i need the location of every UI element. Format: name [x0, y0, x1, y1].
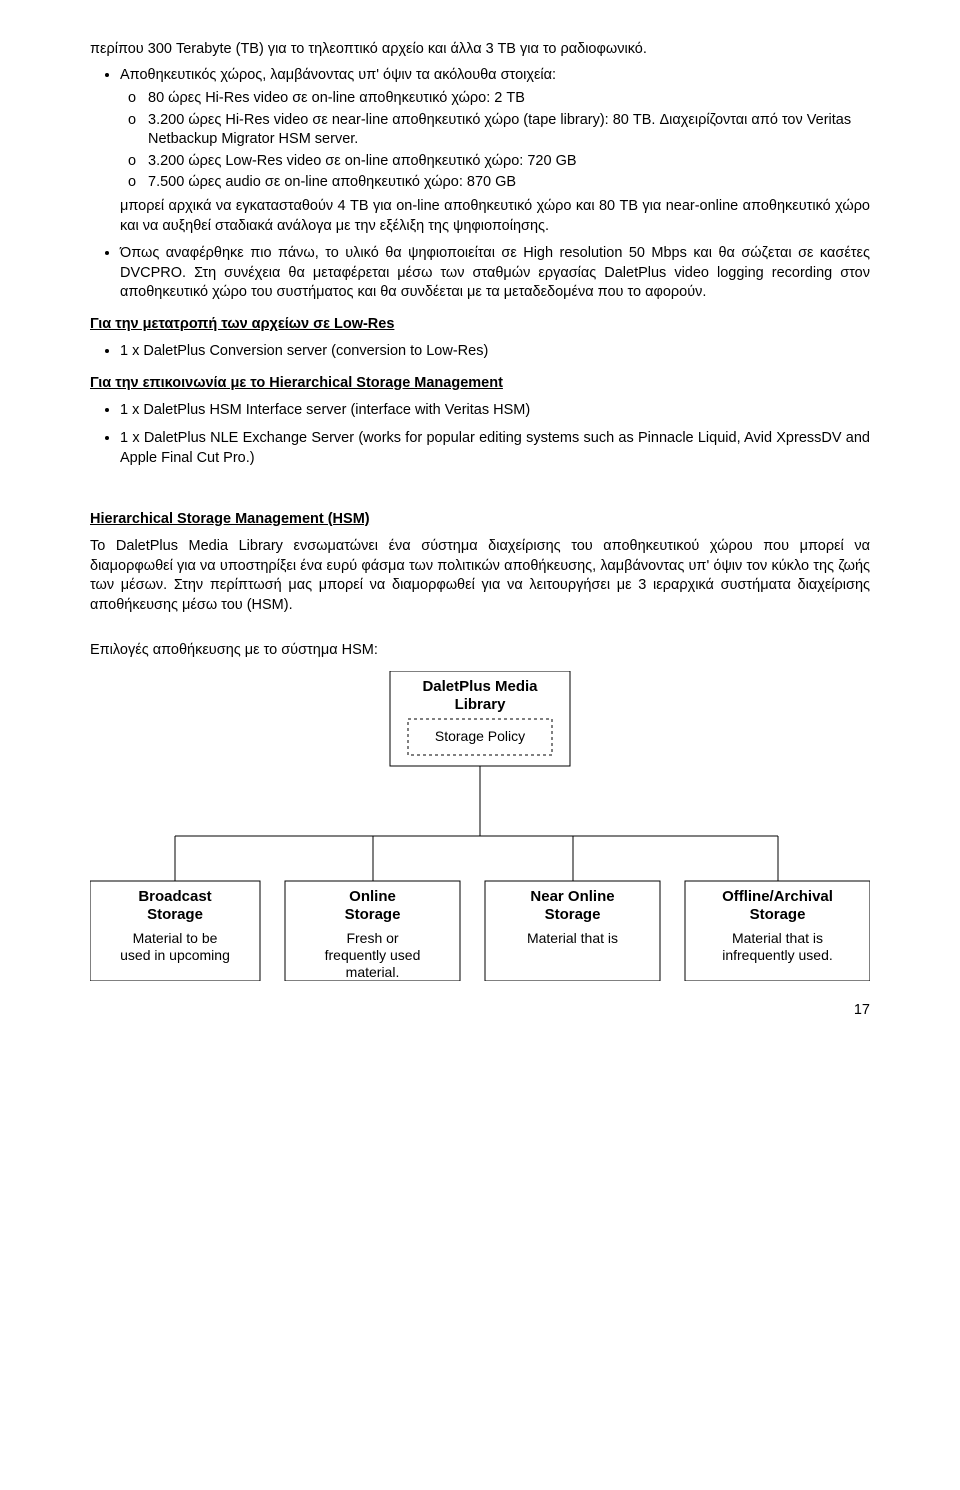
svg-text:Broadcast: Broadcast [138, 888, 211, 905]
sub-bullet-list: 80 ώρες Hi-Res video σε on-line αποθηκευ… [120, 89, 870, 193]
bullet-storage: Αποθηκευτικός χώρος, λαμβάνοντας υπ' όψι… [120, 66, 870, 237]
svg-text:DaletPlus Media: DaletPlus Media [422, 678, 538, 695]
page-number: 17 [90, 1001, 870, 1021]
hsm-comm-item-1: 1 x DaletPlus HSM Interface server (inte… [120, 401, 870, 421]
svg-text:Storage: Storage [345, 906, 401, 923]
heading-lowres: Για την μετατροπή των αρχείων σε Low-Res [90, 315, 870, 335]
svg-text:Storage: Storage [545, 906, 601, 923]
hsm-tree-diagram: DaletPlus MediaLibrary Storage Policy Broa… [90, 671, 870, 981]
lowres-list: 1 x DaletPlus Conversion server (convers… [90, 342, 870, 362]
heading-hsm-comm: Για την επικοινωνία με το Hierarchical S… [90, 374, 870, 394]
svg-text:Material that is: Material that is [527, 930, 618, 946]
hsm-comm-item-2: 1 x DaletPlus NLE Exchange Server (works… [120, 429, 870, 468]
bullet-storage-tail: μπορεί αρχικά να εγκατασταθούν 4 TB για … [120, 197, 870, 236]
svg-text:used in upcoming: used in upcoming [120, 947, 230, 963]
bullet-storage-lead: Αποθηκευτικός χώρος, λαμβάνοντας υπ' όψι… [120, 67, 556, 83]
svg-text:Storage: Storage [750, 906, 806, 923]
svg-text:Online: Online [349, 888, 396, 905]
hsm-comm-list: 1 x DaletPlus HSM Interface server (inte… [90, 401, 870, 468]
hsm-options-label: Επιλογές αποθήκευσης με το σύστημα HSM: [90, 641, 870, 661]
svg-text:Near Online: Near Online [530, 888, 614, 905]
svg-text:Storage Policy: Storage Policy [435, 728, 525, 744]
svg-text:Library: Library [455, 696, 507, 713]
intro-paragraph: περίπου 300 Terabyte (ΤΒ) για το τηλεοπτ… [90, 40, 870, 60]
svg-text:Storage: Storage [147, 906, 203, 923]
svg-text:Material that is: Material that is [732, 930, 823, 946]
heading-hsm: Hierarchical Storage Management (HSM) [90, 510, 870, 530]
main-bullet-list: Αποθηκευτικός χώρος, λαμβάνοντας υπ' όψι… [90, 66, 870, 303]
diagram-svg: DaletPlus MediaLibrary Storage Policy Broa… [90, 671, 870, 981]
svg-text:Fresh or: Fresh or [346, 930, 398, 946]
sub-item-1: 80 ώρες Hi-Res video σε on-line αποθηκευ… [148, 89, 870, 109]
svg-text:material.: material. [346, 964, 400, 980]
sub-item-4: 7.500 ώρες audio σε on-line αποθηκευτικό… [148, 173, 870, 193]
sub-item-2: 3.200 ώρες Hi-Res video σε near-line απο… [148, 111, 870, 150]
svg-text:frequently used: frequently used [325, 947, 421, 963]
svg-text:infrequently used.: infrequently used. [722, 947, 833, 963]
bullet-digitize: Όπως αναφέρθηκε πιο πάνω, το υλικό θα ψη… [120, 244, 870, 303]
hsm-paragraph: Το DaletPlus Media Library ενσωματώνει έ… [90, 537, 870, 615]
svg-text:Material to be: Material to be [133, 930, 218, 946]
sub-item-3: 3.200 ώρες Low-Res video σε on-line αποθ… [148, 152, 870, 172]
svg-text:Offline/Archival: Offline/Archival [722, 888, 833, 905]
lowres-item: 1 x DaletPlus Conversion server (convers… [120, 342, 870, 362]
